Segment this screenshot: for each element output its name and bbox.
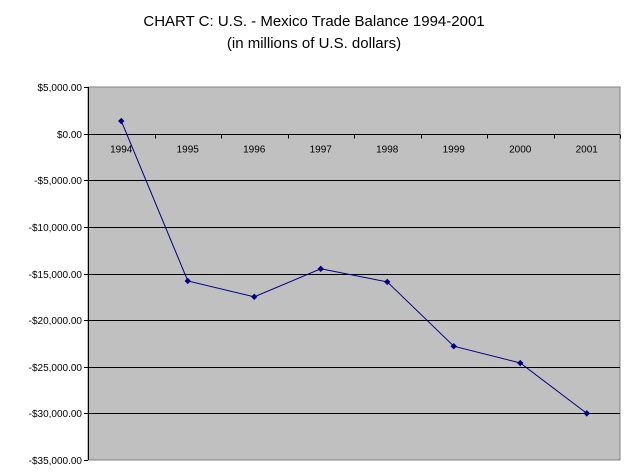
data-point	[583, 410, 590, 417]
y-tick-label: -$35,000.00	[29, 456, 83, 467]
data-point	[517, 359, 524, 367]
data-point	[317, 265, 324, 273]
y-tick-label: -$15,000.00	[29, 270, 83, 281]
y-tick-label: -$5,000.00	[34, 176, 82, 187]
series-line	[120, 120, 588, 414]
data-point	[384, 278, 391, 286]
x-tick-label: 1997	[310, 145, 333, 156]
x-tick-label: 1996	[243, 145, 266, 156]
plot-area	[87, 86, 621, 461]
data-point	[450, 343, 457, 350]
data-point	[251, 293, 258, 301]
x-tick-label: 1999	[443, 145, 466, 156]
data-point	[184, 277, 191, 285]
x-tick-label: 2000	[509, 145, 532, 156]
data-point	[118, 117, 125, 125]
x-tick-label: 1998	[376, 145, 399, 156]
y-tick-label: $5,000.00	[38, 83, 83, 94]
y-tick-label: -$10,000.00	[29, 223, 83, 234]
chart-title: CHART C: U.S. - Mexico Trade Balance 199…	[143, 13, 485, 30]
x-tick-label: 1995	[177, 145, 200, 156]
y-tick-label: -$30,000.00	[29, 409, 83, 420]
y-tick-label: -$20,000.00	[29, 316, 83, 327]
x-tick-label: 2001	[576, 145, 599, 156]
y-tick-label: -$25,000.00	[29, 363, 83, 374]
y-tick-label: $0.00	[57, 130, 82, 141]
chart-subtitle: (in millions of U.S. dollars)	[226, 35, 402, 52]
x-tick-label: 1994	[110, 145, 133, 156]
